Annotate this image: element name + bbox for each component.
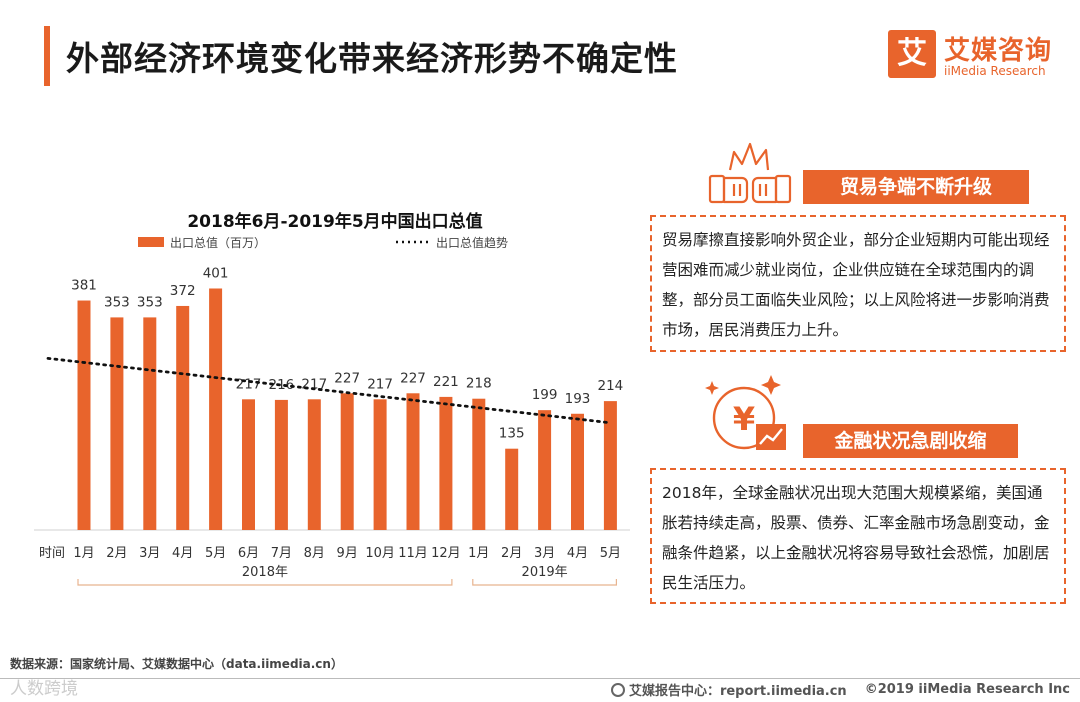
copyright: ©2019 iiMedia Research Inc [864,682,1070,697]
iimedia-logo: 艾 艾媒咨询 iiMedia Research [888,30,1058,80]
logo-en-text: iiMedia Research [944,64,1046,78]
year-group-label: 2019年 [522,565,568,580]
x-tick-label: 9月 [337,546,358,561]
year-bracket [472,579,617,586]
x-tick-label: 3月 [139,546,160,561]
watermark-text: 人数跨境 [10,679,78,699]
bar [472,398,486,530]
legend-bar-label: 出口总值（百万） [170,235,266,250]
x-tick-label: 10月 [365,546,395,561]
fist-bump-icon [708,142,792,204]
x-tick-label: 4月 [172,546,193,561]
bar [176,305,190,530]
footer-divider [0,678,1080,679]
x-tick-label: 1月 [468,546,489,561]
bar [571,413,584,530]
chart-title: 2018年6月-2019年5月中国出口总值 [187,211,482,232]
callout-text-trade: 贸易摩擦直接影响外贸企业，部分企业短期内可能出现经营困难而减少就业岗位，企业供应… [650,215,1066,352]
bar [209,288,223,530]
data-label: 401 [203,265,229,281]
data-label: 227 [400,370,426,386]
bar [274,399,288,530]
x-tick-label: 5月 [205,546,226,561]
data-label: 353 [104,294,130,310]
logo-mark: 艾 [888,30,936,78]
bar [603,401,617,530]
bar [340,393,354,530]
year-bracket [77,579,453,586]
callout-label-finance: 金融状况急剧收缩 [803,424,1018,458]
bar [77,300,91,530]
x-tick-label: 1月 [73,546,94,561]
report-center: 艾媒报告中心：report.iimedia.cn [610,680,847,699]
coin-symbol: ¥ [733,400,755,438]
legend-bar-swatch [138,237,164,247]
x-tick-label: 7月 [271,546,292,561]
data-label: 135 [499,426,525,442]
callout-label-trade: 贸易争端不断升级 [803,170,1029,204]
data-label: 227 [334,370,360,386]
yuan-coin-icon: ¥ [705,375,786,450]
x-tick-label: 3月 [534,546,555,561]
data-label: 381 [71,278,97,294]
bar [143,317,157,530]
year-group-label: 2018年 [242,565,288,580]
data-label: 372 [170,283,196,299]
bar [406,393,420,530]
data-label: 193 [565,391,591,407]
x-tick-label: 2月 [501,546,522,561]
trend-line [46,356,612,425]
x-tick-label: 2月 [106,546,127,561]
x-tick-label: 4月 [567,546,588,561]
callout-text-finance: 2018年，全球金融状况出现大范围大规模紧缩，美国通胀若持续走高，股票、债券、汇… [650,468,1066,604]
data-label: 214 [598,378,624,394]
bar [439,396,453,530]
legend-trend-label: 出口总值趋势 [436,235,508,250]
data-label: 221 [433,374,459,390]
footer: 艾媒报告中心：report.iimedia.cn ©2019 iiMedia R… [610,680,1070,699]
bar [110,317,124,530]
x-tick-label: 12月 [431,546,461,561]
data-label: 199 [532,387,558,403]
title-accent-bar [44,26,50,86]
x-tick-label: 6月 [238,546,259,561]
globe-icon [610,683,625,697]
data-label: 217 [367,376,393,392]
bar [242,399,255,530]
data-label: 217 [236,376,262,392]
data-label: 353 [137,294,163,310]
data-label: 218 [466,376,492,392]
data-source: 数据来源：国家统计局、艾媒数据中心（data.iimedia.cn） [10,657,343,671]
bar [373,399,387,530]
x-tick-label: 5月 [600,546,621,561]
data-label: 216 [269,377,295,393]
page-title: 外部经济环境变化带来经济形势不确定性 [66,39,678,78]
logo-cn-text: 艾媒咨询 [944,36,1053,66]
x-axis-label: 时间 [39,546,65,561]
bar [538,410,552,530]
x-tick-label: 11月 [398,546,428,561]
x-tick-label: 8月 [304,546,325,561]
bar [307,399,321,530]
bar [505,448,519,530]
report-center-text: 艾媒报告中心：report.iimedia.cn [628,684,847,699]
